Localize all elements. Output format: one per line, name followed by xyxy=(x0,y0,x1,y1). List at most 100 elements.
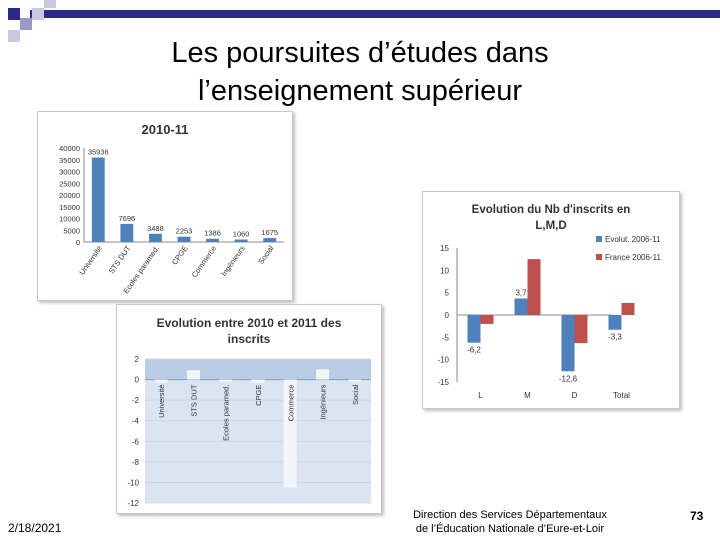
y-tick-label: 25000 xyxy=(59,179,80,188)
legend-label: France 2006-11 xyxy=(605,253,661,262)
data-label: -12,6 xyxy=(559,374,578,383)
x-tick-label: D xyxy=(572,391,578,400)
category-label: STS DUT xyxy=(189,384,198,417)
y-tick-label: 5000 xyxy=(63,226,80,235)
y-tick-label: -8 xyxy=(132,458,140,467)
bar-france xyxy=(621,302,635,315)
bar xyxy=(348,379,362,382)
data-label: 1386 xyxy=(204,229,221,238)
category-label: Social xyxy=(351,384,360,405)
bar-evolut xyxy=(608,315,622,330)
header-bar xyxy=(30,10,720,18)
org-line-1: Direction des Services Départementaux xyxy=(413,509,607,521)
bar xyxy=(206,238,219,242)
x-tick-label: Social xyxy=(256,244,275,266)
y-tick-label: 0 xyxy=(76,238,80,247)
y-tick-label: 5 xyxy=(445,289,450,298)
bar-chart-lmd: Evolution du Nb d'inscrits en L,M,D -15 -10… xyxy=(437,204,661,400)
bar xyxy=(251,379,265,383)
data-label: -3,3 xyxy=(608,333,622,342)
slide-date: 2/18/2021 xyxy=(8,521,62,535)
y-tick-label: 15 xyxy=(440,244,449,253)
bar-france xyxy=(574,315,588,344)
page-number: 73 xyxy=(690,509,704,523)
bar xyxy=(154,379,168,383)
bar xyxy=(91,157,105,242)
bar xyxy=(120,223,134,242)
chart-title: 2010-11 xyxy=(142,122,189,137)
data-label: 1060 xyxy=(233,230,250,239)
y-tick-label: -12 xyxy=(127,499,139,508)
chart-panel-evolution: Evolution entre 2010 et 2011 des inscrits… xyxy=(116,304,382,514)
y-tick-label: -4 xyxy=(132,417,140,426)
y-tick-label: 20000 xyxy=(59,191,80,200)
legend-swatch xyxy=(596,254,602,260)
y-tick-label: 40000 xyxy=(59,144,80,153)
data-label: 3,7 xyxy=(515,288,527,297)
x-tick-label: L xyxy=(478,391,483,400)
y-tick-label: 0 xyxy=(445,311,450,320)
bar-chart-2010-11: 2010-11 0 5000 10000 15000 20000 25000 30000 350… xyxy=(59,122,284,295)
deco-square xyxy=(32,8,44,20)
y-tick-label: -10 xyxy=(437,356,449,365)
deco-square xyxy=(8,8,20,20)
x-tick-label: CPGE xyxy=(170,244,190,267)
title-line-1: Les poursuites d’études dans xyxy=(171,37,549,69)
y-tick-label: -5 xyxy=(442,333,450,342)
title-line-2: l’enseignement supérieur xyxy=(197,75,523,107)
deco-square xyxy=(8,30,20,42)
category-label: Commerce xyxy=(286,385,295,422)
data-label: 2253 xyxy=(176,227,193,236)
y-tick-label: 30000 xyxy=(59,168,80,177)
deco-square xyxy=(44,0,56,8)
decorative-squares xyxy=(8,0,720,42)
bar-evolut xyxy=(514,298,528,315)
bar-chart-evolution: Evolution entre 2010 et 2011 des inscrits… xyxy=(127,316,371,508)
bar xyxy=(149,233,162,242)
bar xyxy=(219,379,233,382)
bar-france xyxy=(480,315,494,324)
bar-evolut xyxy=(467,315,481,343)
bar xyxy=(283,379,297,488)
y-tick-label: -15 xyxy=(437,378,449,387)
y-tick-label: 35000 xyxy=(59,156,80,165)
bar xyxy=(263,238,277,242)
category-label: Ingénieurs xyxy=(319,384,328,419)
y-tick-label: -6 xyxy=(132,437,140,446)
chart-panel-lmd: Evolution du Nb d'inscrits en L,M,D -15 -10… xyxy=(422,191,680,409)
category-label: CPGE xyxy=(254,385,263,406)
y-tick-label: 0 xyxy=(135,376,140,385)
data-label: -6,2 xyxy=(467,346,481,355)
y-tick-label: 10000 xyxy=(59,215,80,224)
bar-evolut xyxy=(561,315,575,372)
slide-title: Les poursuites d’études dans l’enseignem… xyxy=(110,34,610,110)
x-tick-label: M xyxy=(524,391,531,400)
y-tick-label: -2 xyxy=(132,396,140,405)
chart-panel-2010-11: 2010-11 0 5000 10000 15000 20000 25000 30000 350… xyxy=(37,111,293,301)
x-tick-label: Total xyxy=(613,391,630,400)
category-label: Ecoles paramed. xyxy=(222,385,231,441)
bar xyxy=(316,369,330,380)
y-tick-label: 15000 xyxy=(59,203,80,212)
deco-square xyxy=(20,18,32,30)
bar-france xyxy=(527,259,541,315)
chart-title: Evolution entre 2010 et 2011 des inscrits xyxy=(157,316,342,346)
x-tick-label: STS DUT xyxy=(107,244,133,276)
org-line-2: de l’Éducation Nationale d’Eure-et-Loir xyxy=(415,523,605,535)
bar xyxy=(234,239,248,242)
bar xyxy=(186,370,200,380)
legend-swatch xyxy=(596,236,602,242)
data-label: 3488 xyxy=(147,224,164,233)
footer-organization: Direction des Services Départementaux de… xyxy=(380,508,640,536)
data-label: 35936 xyxy=(88,148,109,157)
x-tick-label: Université xyxy=(77,244,103,276)
x-tick-label: Ingénieurs xyxy=(219,244,247,278)
category-label: Université xyxy=(157,385,166,418)
x-tick-label: Commerce xyxy=(190,244,218,279)
bar xyxy=(177,236,191,242)
y-tick-label: -10 xyxy=(127,478,139,487)
y-tick-label: 10 xyxy=(440,266,449,275)
data-label: 7696 xyxy=(119,214,136,223)
chart-title-line: Evolution du Nb d'inscrits en L,M,D xyxy=(472,204,631,232)
y-tick-label: 2 xyxy=(135,355,140,364)
